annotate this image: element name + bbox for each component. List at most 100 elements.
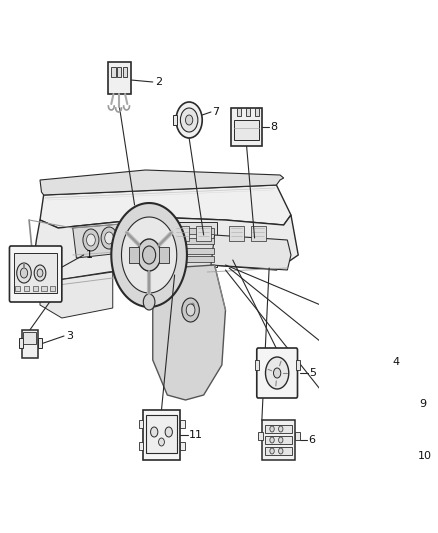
Circle shape bbox=[270, 426, 274, 432]
FancyBboxPatch shape bbox=[257, 348, 297, 398]
Bar bbox=[139, 442, 143, 450]
Bar bbox=[265, 436, 293, 444]
Circle shape bbox=[159, 438, 164, 446]
Circle shape bbox=[273, 368, 281, 378]
Circle shape bbox=[412, 351, 417, 359]
Circle shape bbox=[185, 115, 193, 125]
Circle shape bbox=[138, 239, 161, 271]
Circle shape bbox=[182, 298, 199, 322]
Bar bbox=[23, 332, 36, 344]
Bar bbox=[24, 286, 29, 291]
Bar bbox=[254, 108, 259, 116]
Circle shape bbox=[37, 269, 43, 277]
Bar bbox=[262, 420, 295, 460]
Polygon shape bbox=[40, 268, 113, 318]
Circle shape bbox=[143, 294, 155, 310]
Bar bbox=[196, 226, 211, 241]
Text: 2: 2 bbox=[155, 77, 162, 87]
Bar bbox=[265, 447, 293, 455]
Circle shape bbox=[279, 437, 283, 443]
Circle shape bbox=[409, 347, 420, 363]
Bar bbox=[360, 440, 405, 470]
Bar bbox=[229, 226, 244, 241]
Bar bbox=[38, 338, 42, 348]
Bar bbox=[378, 388, 411, 420]
Bar bbox=[357, 435, 409, 477]
Bar bbox=[33, 286, 38, 291]
Circle shape bbox=[87, 234, 95, 246]
Bar bbox=[159, 222, 217, 267]
Bar bbox=[162, 228, 214, 234]
Circle shape bbox=[34, 265, 46, 281]
Circle shape bbox=[176, 102, 202, 138]
Circle shape bbox=[105, 232, 113, 244]
Text: 4: 4 bbox=[393, 357, 400, 367]
Bar bbox=[404, 340, 434, 380]
Polygon shape bbox=[149, 255, 184, 268]
Circle shape bbox=[265, 357, 289, 389]
Bar bbox=[295, 432, 300, 440]
Bar bbox=[246, 108, 250, 116]
Bar bbox=[143, 410, 180, 460]
Circle shape bbox=[119, 225, 135, 247]
Circle shape bbox=[165, 427, 173, 437]
Bar bbox=[296, 360, 300, 370]
Text: 10: 10 bbox=[417, 451, 431, 461]
Circle shape bbox=[143, 246, 155, 264]
Text: 7: 7 bbox=[212, 107, 219, 117]
Bar bbox=[159, 247, 170, 263]
Polygon shape bbox=[211, 235, 291, 270]
Bar bbox=[254, 360, 259, 370]
Bar bbox=[139, 420, 143, 428]
Bar bbox=[434, 352, 438, 360]
Bar bbox=[180, 442, 185, 450]
Polygon shape bbox=[33, 215, 298, 280]
Bar bbox=[117, 67, 121, 77]
Polygon shape bbox=[120, 255, 156, 272]
Text: 6: 6 bbox=[308, 435, 315, 445]
Bar bbox=[108, 62, 131, 94]
Bar bbox=[173, 115, 177, 125]
Text: 8: 8 bbox=[271, 122, 278, 132]
Bar bbox=[162, 238, 214, 244]
Bar bbox=[180, 420, 185, 428]
Text: 1: 1 bbox=[86, 250, 93, 260]
Bar bbox=[162, 256, 214, 262]
Circle shape bbox=[83, 229, 99, 251]
Bar bbox=[381, 392, 408, 414]
Text: 3: 3 bbox=[66, 331, 73, 341]
Circle shape bbox=[279, 448, 283, 454]
FancyBboxPatch shape bbox=[10, 246, 62, 302]
Circle shape bbox=[186, 304, 195, 316]
Circle shape bbox=[279, 426, 283, 432]
Circle shape bbox=[21, 268, 28, 278]
Text: 5: 5 bbox=[309, 368, 316, 378]
Polygon shape bbox=[73, 222, 149, 258]
Bar bbox=[15, 286, 21, 291]
Bar bbox=[231, 108, 262, 146]
Text: 9: 9 bbox=[420, 399, 427, 409]
Bar bbox=[14, 253, 57, 293]
Text: 11: 11 bbox=[189, 430, 203, 440]
Bar bbox=[401, 352, 404, 360]
Polygon shape bbox=[153, 265, 226, 400]
Bar bbox=[258, 432, 263, 440]
Bar bbox=[234, 120, 259, 140]
Polygon shape bbox=[40, 185, 291, 228]
Bar bbox=[123, 67, 127, 77]
Circle shape bbox=[151, 427, 158, 437]
Circle shape bbox=[384, 399, 390, 407]
Bar bbox=[111, 67, 116, 77]
Polygon shape bbox=[40, 170, 284, 195]
Circle shape bbox=[17, 263, 31, 283]
Bar bbox=[22, 330, 38, 358]
Bar bbox=[146, 415, 177, 453]
Bar bbox=[251, 226, 265, 241]
Bar bbox=[42, 286, 46, 291]
Bar bbox=[162, 248, 214, 254]
Bar bbox=[19, 338, 23, 348]
Circle shape bbox=[270, 448, 274, 454]
Bar bbox=[265, 425, 293, 433]
Circle shape bbox=[101, 227, 117, 249]
Bar bbox=[50, 286, 55, 291]
